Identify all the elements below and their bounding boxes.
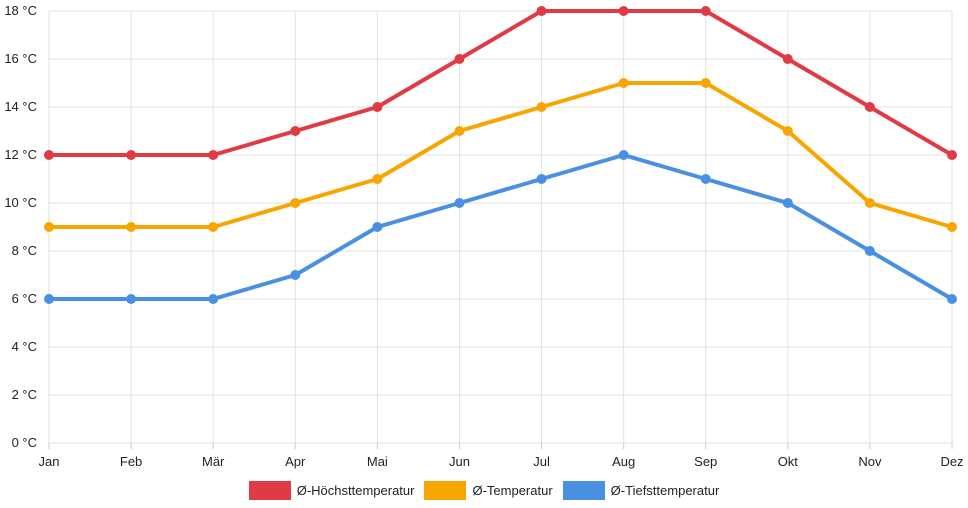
data-point[interactable] [536, 6, 547, 16]
series-group [44, 78, 957, 232]
data-point[interactable] [290, 126, 301, 136]
data-point[interactable] [126, 222, 137, 232]
x-tick-label: Mai [367, 454, 388, 469]
x-tick-label: Nov [858, 454, 882, 469]
x-tick-label: Jul [533, 454, 550, 469]
data-point[interactable] [947, 150, 957, 160]
data-point[interactable] [126, 150, 137, 160]
data-point[interactable] [536, 102, 547, 112]
data-point[interactable] [782, 126, 793, 136]
y-tick-label: 6 °C [12, 291, 37, 306]
y-tick-label: 2 °C [12, 387, 37, 402]
data-point[interactable] [208, 222, 219, 232]
legend-label: Ø-Tiefsttemperatur [610, 483, 720, 498]
data-point[interactable] [782, 198, 793, 208]
data-point[interactable] [700, 6, 711, 16]
y-tick-label: 10 °C [4, 195, 37, 210]
y-tick-label: 0 °C [12, 435, 37, 450]
data-point[interactable] [947, 222, 957, 232]
legend-swatch [424, 481, 467, 500]
y-tick-label: 4 °C [12, 339, 37, 354]
data-point[interactable] [947, 294, 957, 304]
data-point[interactable] [126, 294, 137, 304]
x-tick-label: Aug [612, 454, 635, 469]
legend-swatch [562, 481, 605, 500]
chart-plot: 0 °C 2 °C 4 °C 6 °C 8 °C 10 °C 12 °C 14 °C 16 °C… [4, 3, 963, 469]
data-point[interactable] [536, 174, 547, 184]
data-point[interactable] [618, 78, 629, 88]
legend-swatch [248, 481, 291, 500]
axis-layer: 0 °C 2 °C 4 °C 6 °C 8 °C 10 °C 12 °C 14 °C 16 °C… [4, 3, 963, 469]
x-tick-label: Feb [120, 454, 142, 469]
data-point[interactable] [372, 222, 383, 232]
y-tick-label: 16 °C [4, 51, 37, 66]
data-point[interactable] [618, 6, 629, 16]
x-tick-label: Jun [449, 454, 470, 469]
series-line [47, 81, 954, 229]
data-point[interactable] [618, 150, 629, 160]
series-group [44, 6, 957, 160]
x-tick-label: Sep [694, 454, 717, 469]
data-point[interactable] [454, 198, 465, 208]
x-tick-label: Okt [778, 454, 799, 469]
legend-item[interactable]: Ø-Höchsttemperatur [248, 481, 415, 500]
y-tick-label: 18 °C [4, 3, 37, 18]
data-point[interactable] [864, 102, 875, 112]
data-point[interactable] [44, 294, 54, 304]
y-tick-label: 8 °C [12, 243, 37, 258]
data-point[interactable] [782, 54, 793, 64]
y-tick-label: 12 °C [4, 147, 37, 162]
x-tick-label: Jan [39, 454, 60, 469]
data-point[interactable] [372, 102, 383, 112]
data-point[interactable] [700, 78, 711, 88]
series-group [44, 150, 957, 304]
x-tick-label: Dez [940, 454, 963, 469]
legend-label: Ø-Temperatur [472, 483, 553, 498]
series-line [47, 9, 954, 157]
data-point[interactable] [700, 174, 711, 184]
data-point[interactable] [454, 54, 465, 64]
data-point[interactable] [44, 150, 54, 160]
series-line [47, 153, 954, 301]
chart-legend: Ø-Höchsttemperatur Ø-Temperatur Ø-Tiefstte… [0, 481, 968, 500]
data-point[interactable] [208, 150, 219, 160]
data-point[interactable] [372, 174, 383, 184]
legend-label: Ø-Höchsttemperatur [296, 483, 415, 498]
legend-item[interactable]: Ø-Temperatur [424, 481, 553, 500]
data-point[interactable] [864, 246, 875, 256]
legend-item[interactable]: Ø-Tiefsttemperatur [562, 481, 720, 500]
data-point[interactable] [208, 294, 219, 304]
data-point[interactable] [290, 270, 301, 280]
x-tick-label: Apr [285, 454, 306, 469]
x-tick-label: Mär [202, 454, 225, 469]
data-point[interactable] [454, 126, 465, 136]
data-point[interactable] [864, 198, 875, 208]
data-point[interactable] [290, 198, 301, 208]
series-layer [44, 6, 957, 304]
data-point[interactable] [44, 222, 54, 232]
y-tick-label: 14 °C [4, 99, 37, 114]
